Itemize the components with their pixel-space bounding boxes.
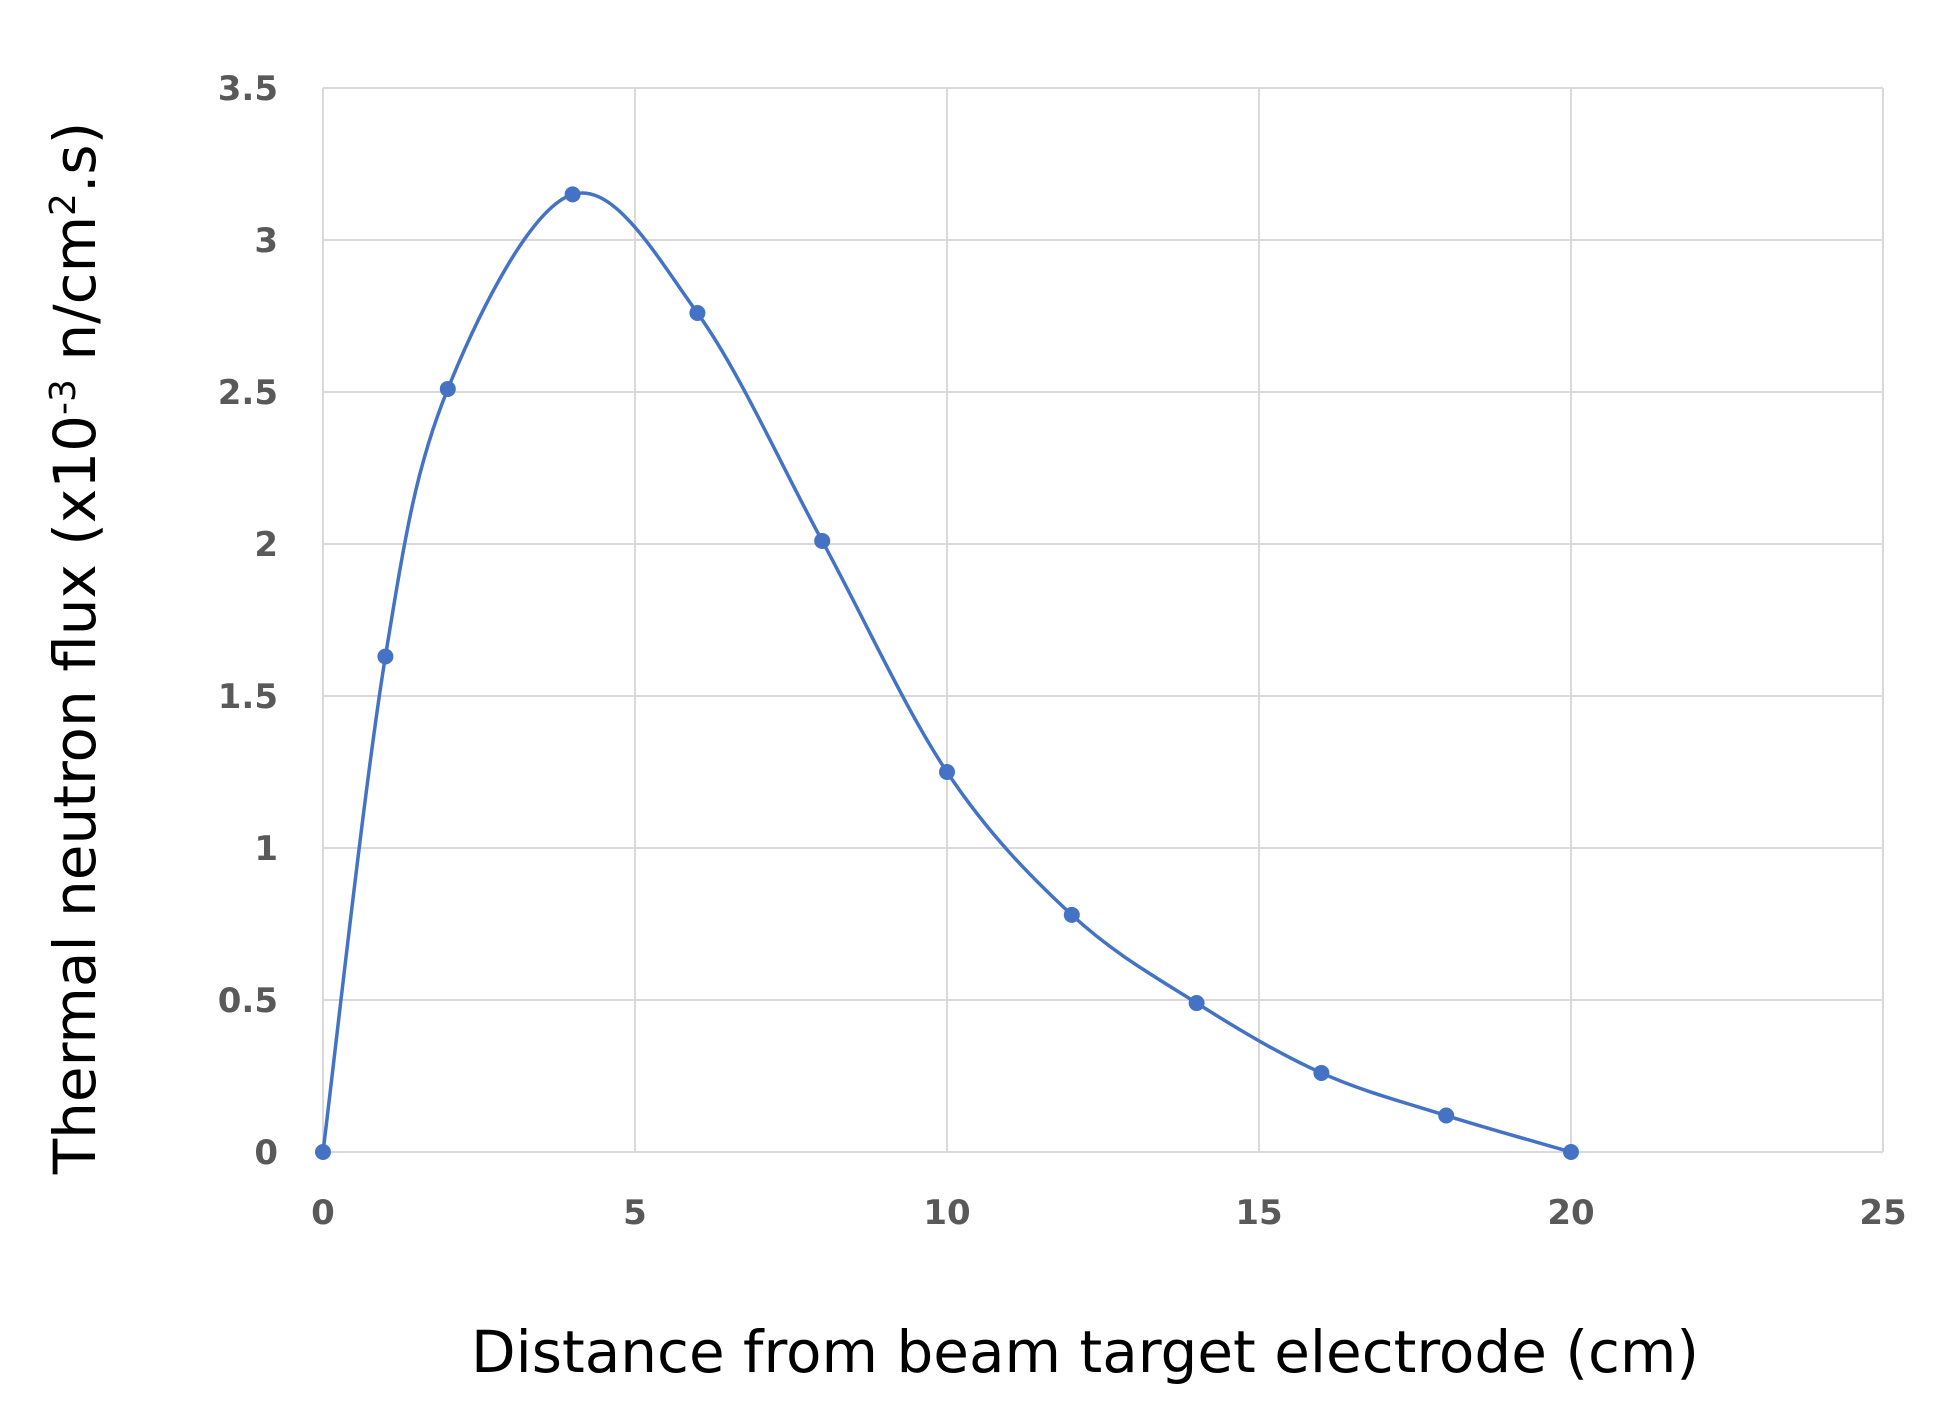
y-tick-label: 2.5 <box>218 373 278 413</box>
data-point <box>689 304 706 321</box>
data-point <box>377 648 394 665</box>
data-point <box>939 764 955 780</box>
x-axis-title: Distance from beam target electrode (cm) <box>471 1318 1699 1386</box>
y-tick-label: 2 <box>254 525 278 565</box>
y-axis-title-mid: n/cm <box>41 216 109 379</box>
y-axis-title-end: .s) <box>41 122 109 193</box>
data-points <box>315 186 1579 1160</box>
data-point <box>439 380 456 397</box>
data-point <box>814 532 831 549</box>
x-tick-labels: 0 5 10 15 20 25 <box>311 1193 1907 1233</box>
x-tick-label: 10 <box>923 1193 970 1233</box>
y-tick-label: 0.5 <box>218 981 278 1021</box>
data-point <box>1063 906 1080 923</box>
y-axis-title: Thermal neutron flux (x10-3 n/cm2.s) <box>41 122 109 1176</box>
x-tick-label: 15 <box>1235 1193 1282 1233</box>
y-tick-labels: 0 0.5 1 1.5 2 2.5 3 3.5 <box>218 69 278 1173</box>
grid-lines <box>322 87 1884 1153</box>
data-point <box>564 186 581 203</box>
y-tick-label: 0 <box>254 1133 278 1173</box>
data-point <box>1563 1144 1579 1160</box>
series-line <box>321 191 1572 1154</box>
x-tick-label: 25 <box>1859 1193 1906 1233</box>
x-tick-label: 5 <box>623 1193 647 1233</box>
y-tick-label: 3 <box>254 221 278 261</box>
y-axis-title-main: Thermal neutron flux (x10 <box>41 415 109 1175</box>
data-point <box>1313 1064 1330 1081</box>
y-axis-title-exp1: -3 <box>43 379 84 415</box>
data-point <box>1188 995 1205 1012</box>
y-tick-label: 1 <box>254 829 278 869</box>
x-tick-label: 20 <box>1547 1193 1594 1233</box>
data-point <box>315 1144 331 1160</box>
y-tick-label: 1.5 <box>218 677 278 717</box>
y-axis-title-exp2: 2 <box>43 193 84 216</box>
data-point <box>1438 1107 1455 1124</box>
y-tick-label: 3.5 <box>218 69 278 109</box>
x-tick-label: 0 <box>311 1193 335 1233</box>
